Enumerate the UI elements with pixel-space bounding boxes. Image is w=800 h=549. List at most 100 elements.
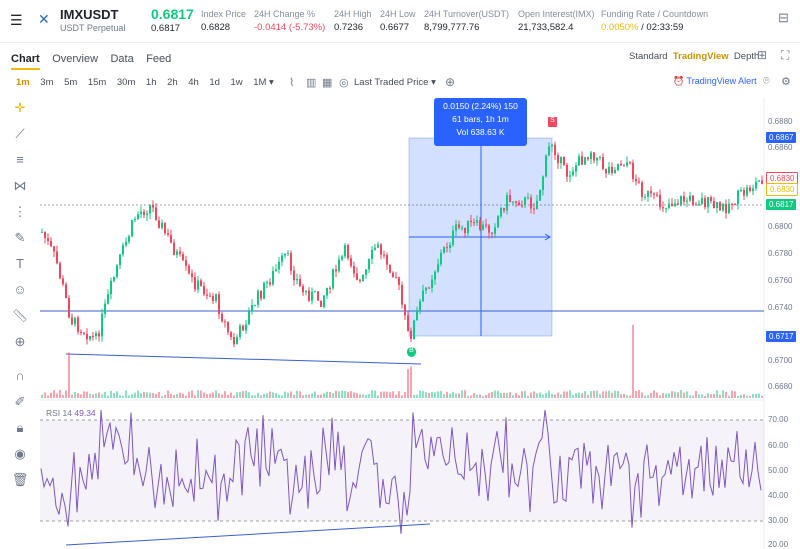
volume-bar: [422, 391, 424, 398]
volume-bar: [245, 390, 247, 398]
candle-body: [686, 200, 688, 202]
volume-bar: [599, 394, 601, 398]
interval-1w[interactable]: 1w: [230, 77, 243, 88]
volume-bar: [143, 391, 145, 398]
lock-icon[interactable]: 🔒︎: [16, 420, 24, 435]
symbol-name[interactable]: IMXUSDT: [60, 7, 119, 22]
stat-low: 24H Low 0.6677: [380, 9, 416, 33]
mode-tradingview[interactable]: TradingView: [672, 51, 729, 62]
indicator-icon[interactable]: ⌇: [289, 77, 295, 89]
price-source-select[interactable]: Last Traded Price ▾: [354, 77, 436, 88]
candle-body: [395, 277, 397, 279]
tab-chart[interactable]: Chart: [11, 53, 40, 70]
add-icon[interactable]: ⊕: [445, 75, 456, 89]
pencil-lock-icon[interactable]: ✐: [14, 394, 26, 409]
candle-body: [41, 231, 43, 233]
interval-1h[interactable]: 1h: [145, 77, 157, 88]
tab-data[interactable]: Data: [110, 53, 134, 65]
volume-bar: [227, 395, 229, 398]
tv-alert-button[interactable]: ⏰ TradingView Alert: [673, 76, 757, 86]
crosshair-icon[interactable]: ✛: [14, 100, 26, 115]
zoom-icon[interactable]: ⊕: [14, 334, 26, 349]
chart-type-icon[interactable]: ▥: [306, 77, 317, 89]
pattern-icon[interactable]: ⋈: [13, 178, 27, 193]
candle-body: [86, 333, 88, 340]
interval-4h[interactable]: 4h: [188, 77, 199, 88]
candle-body: [644, 196, 646, 198]
text-icon[interactable]: T: [16, 256, 24, 271]
candle-body: [245, 324, 247, 331]
volume-bar: [155, 393, 157, 398]
volume-bar: [431, 391, 433, 398]
candle-body: [578, 156, 580, 166]
candle-body: [575, 165, 577, 172]
volume-bar: [296, 390, 298, 398]
candle-body: [521, 205, 523, 207]
ruler-icon[interactable]: 📏︎: [11, 308, 29, 323]
candle-body: [464, 227, 466, 234]
volume-bar: [59, 390, 61, 398]
magnet-icon[interactable]: ∩: [15, 368, 25, 383]
volume-bar: [443, 394, 445, 398]
interval-2h[interactable]: 2h: [167, 77, 178, 88]
tab-overview[interactable]: Overview: [52, 53, 99, 65]
template-icon[interactable]: ▦: [322, 77, 333, 89]
interval-5m[interactable]: 5m: [64, 77, 78, 88]
interval-1d[interactable]: 1d: [209, 77, 220, 88]
volume-bar: [302, 395, 304, 398]
volume-bar: [83, 391, 85, 398]
volume-bar: [281, 395, 283, 398]
candle-body: [56, 251, 58, 264]
price-source-icon[interactable]: ◎: [339, 77, 349, 89]
volume-bar: [497, 390, 499, 398]
camera-icon[interactable]: ⌾: [763, 75, 770, 87]
volume-bar: [449, 393, 451, 398]
candle-body: [602, 157, 604, 169]
interval-30m[interactable]: 30m: [116, 77, 136, 88]
axis-tick: 0.6800: [768, 222, 793, 231]
candle-body: [380, 244, 382, 255]
menu-icon[interactable]: ☰: [10, 12, 23, 28]
mode-depth[interactable]: Depth: [733, 51, 760, 62]
tab-feed[interactable]: Feed: [146, 53, 172, 65]
candle-body: [125, 241, 127, 246]
fib-icon[interactable]: ⋮: [13, 204, 27, 219]
interval-1m[interactable]: 1m: [16, 77, 30, 88]
volume-bar: [680, 390, 682, 398]
volume-bar: [416, 394, 418, 398]
trash-icon[interactable]: 🗑︎: [11, 472, 29, 487]
axis-tick: 0.6880: [768, 117, 793, 126]
volume-bar: [611, 392, 613, 398]
candle-body: [347, 245, 349, 259]
fullscreen-icon[interactable]: ⛶: [781, 48, 790, 62]
volume-bar: [530, 392, 532, 398]
buy-marker: B: [407, 347, 416, 357]
candle-body: [89, 335, 91, 340]
candle-body: [701, 197, 703, 204]
volume-bar: [380, 391, 382, 398]
volume-bar: [434, 392, 436, 398]
trendline-icon[interactable]: ⟋: [15, 126, 25, 141]
brush-icon[interactable]: ✎: [14, 230, 26, 245]
settings-icon[interactable]: ⊟: [778, 10, 789, 25]
sell-marker: S: [548, 117, 557, 127]
candle-body: [155, 207, 157, 221]
candle-body: [257, 290, 259, 305]
volume-bar: [212, 392, 214, 398]
gear-icon[interactable]: ⚙: [781, 76, 791, 88]
layout-icon[interactable]: ⊞: [757, 48, 768, 62]
volume-bar: [44, 392, 46, 398]
volume-bar: [410, 366, 412, 398]
candle-body: [716, 202, 718, 208]
interval-3m[interactable]: 3m: [40, 77, 54, 88]
emoji-icon[interactable]: ☺: [13, 282, 27, 297]
mode-standard[interactable]: Standard: [629, 51, 668, 62]
interval-15m[interactable]: 15m: [87, 77, 107, 88]
interval-1M[interactable]: 1M: [253, 77, 267, 88]
candle-body: [479, 220, 481, 230]
candle-body: [185, 260, 187, 266]
eye-icon[interactable]: ◉: [14, 446, 26, 461]
hlines-icon[interactable]: ≡: [16, 152, 24, 167]
volume-bar: [737, 395, 739, 398]
